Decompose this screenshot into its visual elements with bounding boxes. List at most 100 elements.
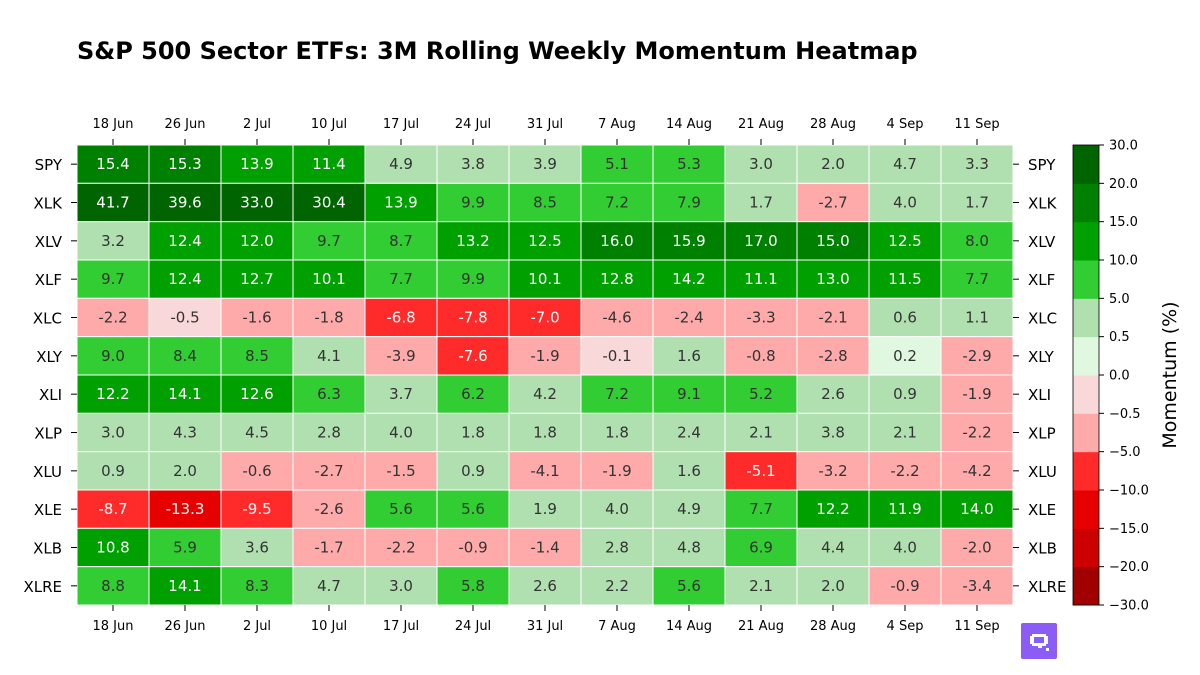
y-tick-label-right: XLV [1028,233,1056,251]
x-tick-label-top: 26 Jun [165,117,206,132]
heatmap-cell [940,182,1014,223]
cell-value-label: 3.0 [101,424,125,442]
cell-value-label: 3.0 [749,155,773,173]
cell-value-label: 1.8 [533,424,557,442]
cell-value-label: -3.4 [962,577,991,595]
heatmap-cell [508,297,582,338]
cell-value-label: 33.0 [240,194,273,212]
cell-value-label: 9.7 [101,270,125,288]
heatmap-cell [652,374,726,414]
cell-value-label: 7.7 [749,500,773,518]
colorbar-tick-label: 10.0 [1109,254,1138,269]
cell-value-label: 2.0 [821,577,845,595]
cell-value-label: 6.9 [749,539,773,557]
heatmap-cell [940,374,1014,414]
cell-value-label: 11.1 [744,270,777,288]
heatmap-cell [940,297,1014,338]
heatmap-cell [436,182,510,223]
cell-value-label: 8.8 [101,577,125,595]
cell-value-label: 2.4 [677,424,701,442]
cell-value-label: 1.1 [965,309,989,327]
colorbar-tick-label: −0.5 [1109,407,1141,422]
cell-value-label: -7.6 [458,347,487,365]
heatmap-cell [364,221,438,261]
cell-value-label: 0.9 [461,462,485,480]
cell-value-label: 0.9 [893,385,917,403]
colorbar-tick-label: −20.0 [1109,560,1149,575]
heatmap-cell [436,489,510,529]
colorbar-tick-label: −10.0 [1109,484,1149,499]
cell-value-label: -2.9 [962,347,991,365]
heatmap-cell [436,566,510,606]
heatmap-cell [868,297,942,338]
cell-value-label: 8.4 [173,347,197,365]
heatmap-cell [652,451,726,491]
cell-value-label: 2.8 [605,539,629,557]
x-tick-label-bottom: 21 Aug [738,619,784,634]
heatmap-cell [940,527,1014,568]
heatmap-cell [652,489,726,529]
cell-value-label: 1.6 [677,462,701,480]
colorbar-tick-label: 5.0 [1109,292,1130,307]
cell-value-label: 2.0 [173,462,197,480]
y-tick-label-left: XLI [39,386,62,404]
heatmap-cell [580,297,654,338]
heatmap-cell [868,374,942,414]
cell-value-label: -0.6 [242,462,271,480]
heatmap-cell [724,412,798,453]
heatmap-cell [796,182,870,223]
x-tick-label-top: 2 Jul [243,117,271,132]
cell-value-label: -3.9 [386,347,415,365]
colorbar-tick-label: 30.0 [1109,139,1138,154]
y-tick-label-left: XLE [34,501,62,519]
colorbar-bin [1073,451,1099,491]
y-tick-label-right: XLI [1028,386,1051,404]
cell-value-label: 0.2 [893,347,917,365]
heatmap-cell [436,297,510,338]
heatmap-cell [148,374,222,414]
heatmap-cell [148,297,222,338]
cell-value-label: 3.6 [245,539,269,557]
cell-value-label: 10.1 [312,270,345,288]
cell-value-label: 8.5 [533,194,557,212]
cell-value-label: 7.7 [389,270,413,288]
heatmap-cell [652,412,726,453]
cell-value-label: 6.2 [461,385,485,403]
cell-value-label: 3.3 [965,155,989,173]
cell-value-label: 39.6 [168,194,201,212]
heatmap-cell [868,412,942,453]
cell-value-label: 4.1 [317,347,341,365]
cell-value-label: -0.1 [602,347,631,365]
colorbar-bin [1073,221,1099,261]
y-tick-label-left: XLK [34,195,64,213]
cell-value-label: 30.4 [312,194,345,212]
heatmap-cell [724,451,798,491]
cell-value-label: 4.0 [893,539,917,557]
heatmap-cell [796,451,870,491]
heatmap-cell [436,259,510,299]
colorbar-bin [1073,145,1099,184]
cell-value-label: 3.8 [461,155,485,173]
cell-value-label: -7.0 [530,309,559,327]
heatmap-cell [220,182,294,223]
cell-value-label: 2.6 [533,577,557,595]
x-tick-label-top: 11 Sep [954,117,999,132]
cell-value-label: 5.6 [677,577,701,595]
heatmap-cell [868,182,942,223]
heatmap-cell [76,182,150,223]
heatmap-cell [220,221,294,261]
heatmap-cell [940,259,1014,299]
heatmap-cell [76,144,150,184]
cell-value-label: 5.2 [749,385,773,403]
cell-value-label: 7.7 [965,270,989,288]
heatmap-cell [148,527,222,568]
heatmap-cell [580,259,654,299]
heatmap-cell [580,182,654,223]
cell-value-label: -0.9 [458,539,487,557]
heatmap-cell [220,144,294,184]
cell-value-label: 1.8 [461,424,485,442]
y-tick-label-left: XLF [35,271,62,289]
cell-value-label: 4.9 [677,500,701,518]
heatmap-cell [292,259,366,299]
cell-value-label: 12.7 [240,270,273,288]
